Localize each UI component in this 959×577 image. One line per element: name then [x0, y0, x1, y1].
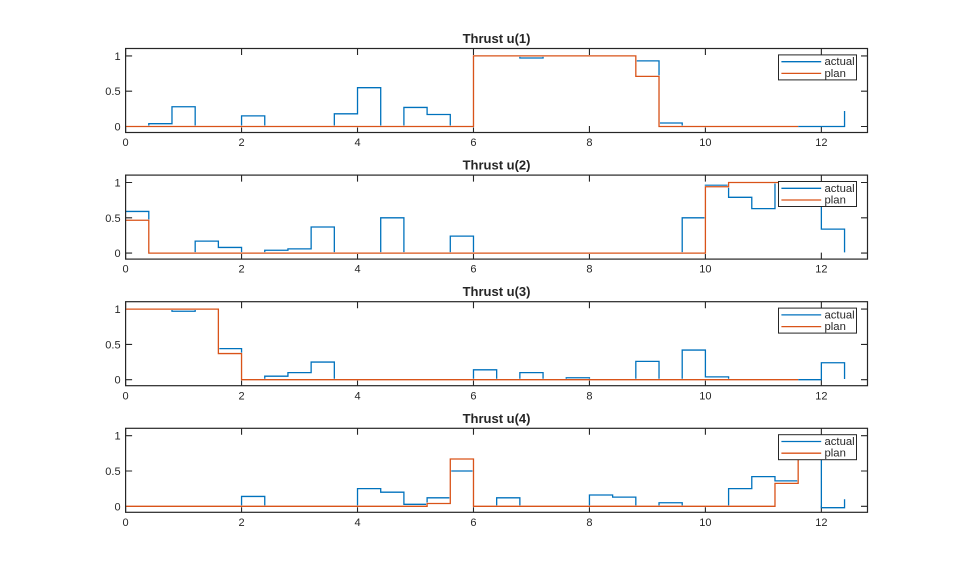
svg-text:1: 1	[114, 304, 120, 316]
svg-text:8: 8	[586, 264, 592, 276]
svg-text:0.5: 0.5	[105, 213, 120, 225]
svg-text:1: 1	[114, 178, 120, 190]
svg-text:8: 8	[586, 517, 592, 529]
svg-text:4: 4	[354, 264, 360, 276]
svg-text:2: 2	[238, 264, 244, 276]
svg-text:2: 2	[238, 390, 244, 402]
svg-text:actual: actual	[825, 436, 855, 448]
svg-text:4: 4	[354, 137, 360, 149]
svg-text:12: 12	[815, 264, 827, 276]
svg-text:12: 12	[815, 517, 827, 529]
svg-text:plan: plan	[825, 195, 846, 207]
svg-text:0.5: 0.5	[105, 86, 120, 98]
svg-text:Thrust u(1): Thrust u(1)	[463, 31, 531, 46]
svg-text:2: 2	[238, 517, 244, 529]
svg-text:6: 6	[470, 137, 476, 149]
svg-text:0: 0	[123, 137, 129, 149]
svg-text:actual: actual	[825, 309, 855, 321]
svg-text:0: 0	[123, 517, 129, 529]
svg-text:1: 1	[114, 51, 120, 63]
svg-text:4: 4	[354, 517, 360, 529]
svg-text:plan: plan	[825, 68, 846, 80]
svg-text:0: 0	[123, 390, 129, 402]
svg-text:6: 6	[470, 517, 476, 529]
svg-text:0: 0	[123, 264, 129, 276]
svg-text:1: 1	[114, 431, 120, 443]
svg-text:8: 8	[586, 390, 592, 402]
svg-text:0: 0	[114, 501, 120, 513]
svg-text:12: 12	[815, 137, 827, 149]
svg-text:6: 6	[470, 264, 476, 276]
svg-text:Thrust u(3): Thrust u(3)	[463, 284, 531, 299]
svg-text:plan: plan	[825, 321, 846, 333]
svg-text:8: 8	[586, 137, 592, 149]
svg-text:4: 4	[354, 390, 360, 402]
svg-text:10: 10	[699, 137, 711, 149]
svg-text:actual: actual	[825, 183, 855, 195]
svg-text:Thrust u(2): Thrust u(2)	[463, 158, 531, 173]
svg-text:plan: plan	[825, 448, 846, 460]
svg-text:10: 10	[699, 390, 711, 402]
svg-text:0: 0	[114, 248, 120, 260]
svg-text:0: 0	[114, 375, 120, 387]
svg-text:12: 12	[815, 390, 827, 402]
svg-text:10: 10	[699, 517, 711, 529]
svg-text:Thrust u(4): Thrust u(4)	[463, 411, 531, 426]
svg-text:0.5: 0.5	[105, 339, 120, 351]
svg-text:actual: actual	[825, 56, 855, 68]
svg-text:10: 10	[699, 264, 711, 276]
svg-text:0: 0	[114, 122, 120, 134]
svg-text:2: 2	[238, 137, 244, 149]
svg-text:0.5: 0.5	[105, 466, 120, 478]
svg-text:6: 6	[470, 390, 476, 402]
